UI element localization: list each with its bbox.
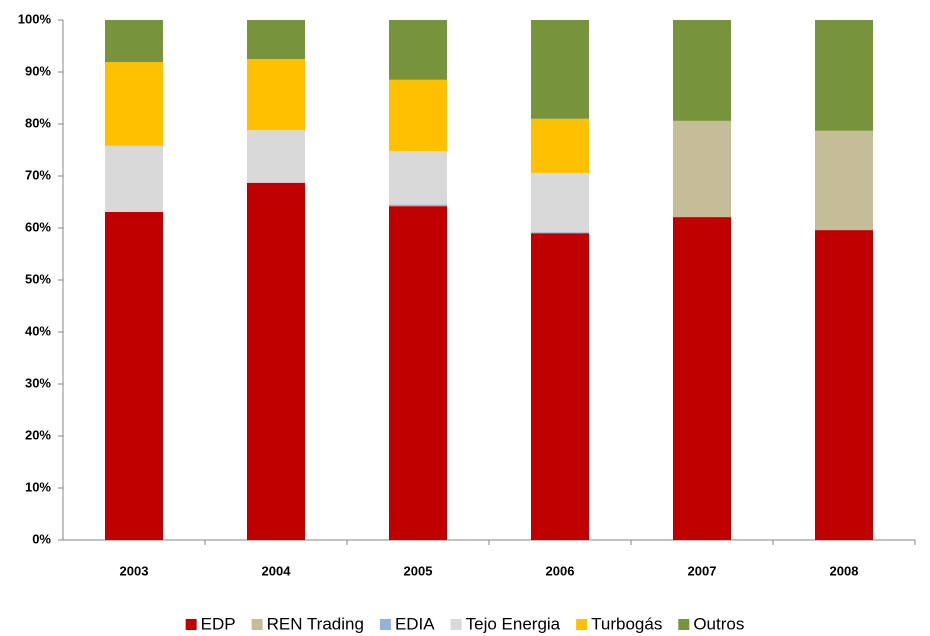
bar-segment [389,204,447,207]
bar-segment [247,59,305,131]
bar-segment [531,232,589,234]
y-tick-label: 20% [25,427,51,442]
legend-swatch [379,619,391,630]
bar-segment [105,211,163,540]
y-tick-label: 10% [25,479,51,494]
bar-segment [105,62,163,146]
bar-segment [673,217,731,540]
bar-segment [531,20,589,119]
legend-label: EDIA [395,614,435,633]
legend-swatch [678,619,690,630]
bar-segment [673,120,731,218]
legend-label: Outros [693,614,744,633]
y-tick-label: 50% [25,271,51,286]
bar-segment [247,182,305,540]
y-tick-label: 40% [25,323,51,338]
bar-segment [105,145,163,212]
bar-segment [815,230,873,540]
bar-segment [389,151,447,205]
bar-segment [531,233,589,540]
legend-label: Turbogás [591,614,662,633]
bar-segment [105,20,163,63]
bar-segment [815,130,873,231]
legend-swatch [576,619,588,630]
y-tick-label: 0% [32,531,51,546]
legend-swatch [251,619,263,630]
legend-label: REN Trading [267,614,364,633]
bar-segment [247,20,305,59]
bar-segment [389,79,447,152]
bar-segment [531,172,589,233]
bar-segment [389,206,447,540]
legend-swatch [185,619,197,630]
x-tick-label: 2005 [404,563,433,578]
x-tick-label: 2008 [830,563,859,578]
x-tick-label: 2003 [120,563,149,578]
legend-label: Tejo Energia [466,614,561,633]
legend-label: EDP [201,614,236,633]
y-tick-label: 80% [25,115,51,130]
bar-segment [673,20,731,121]
bar-segment [389,20,447,80]
bar-segment [531,118,589,173]
y-tick-label: 70% [25,167,51,182]
legend-swatch [450,619,462,630]
y-tick-label: 30% [25,375,51,390]
x-tick-label: 2006 [546,563,575,578]
x-tick-label: 2004 [262,563,292,578]
bar-segment [815,20,873,131]
bar-segment [247,130,305,183]
y-tick-label: 100% [18,11,52,26]
y-tick-label: 90% [25,63,51,78]
y-tick-label: 60% [25,219,51,234]
x-tick-label: 2007 [688,563,717,578]
